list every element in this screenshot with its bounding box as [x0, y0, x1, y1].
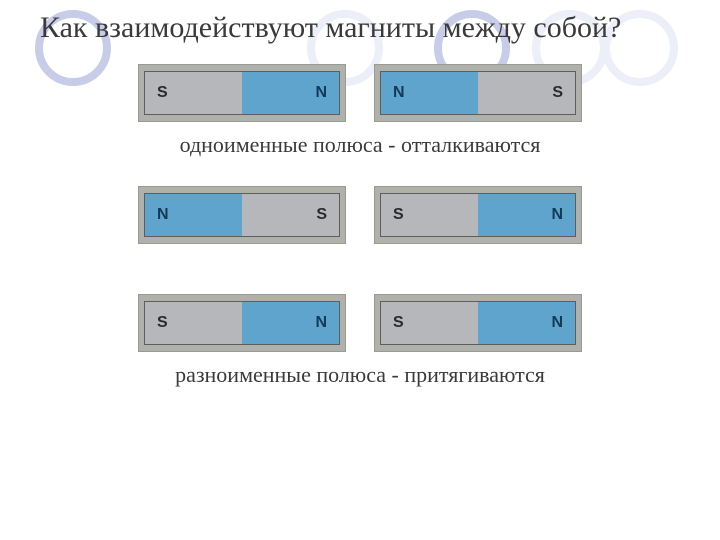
pole-label-s: S: [478, 72, 575, 114]
pole-label-n: N: [145, 194, 242, 236]
caption-like-poles: одноименные полюса - отталкиваются: [0, 132, 720, 158]
caption-unlike-poles: разноименные полюса - притягиваются: [0, 362, 720, 388]
magnet-frame: SN: [374, 294, 582, 352]
slide-title: Как взаимодействуют магниты между собой?: [40, 10, 660, 46]
pole-label-n: N: [478, 302, 575, 344]
pole-label-s: S: [381, 194, 478, 236]
pole-label-s: S: [242, 194, 339, 236]
bar-magnet: SN: [380, 301, 576, 345]
magnet-frame: NS: [374, 64, 582, 122]
pole-label-n: N: [242, 302, 339, 344]
magnet-frame: SN: [138, 294, 346, 352]
magnet-row-2: NSSN: [0, 186, 720, 244]
pole-label-n: N: [242, 72, 339, 114]
slide-content: Как взаимодействуют магниты между собой?…: [0, 0, 720, 388]
pole-label-s: S: [145, 72, 242, 114]
pole-label-s: S: [381, 302, 478, 344]
pole-label-n: N: [381, 72, 478, 114]
magnet-row-1: SNNS: [0, 64, 720, 122]
bar-magnet: NS: [144, 193, 340, 237]
bar-magnet: SN: [144, 301, 340, 345]
magnet-row-3: SNSN: [0, 294, 720, 352]
bar-magnet: SN: [144, 71, 340, 115]
bar-magnet: NS: [380, 71, 576, 115]
pole-label-n: N: [478, 194, 575, 236]
bar-magnet: SN: [380, 193, 576, 237]
pole-label-s: S: [145, 302, 242, 344]
magnet-frame: SN: [138, 64, 346, 122]
magnet-frame: SN: [374, 186, 582, 244]
magnet-frame: NS: [138, 186, 346, 244]
